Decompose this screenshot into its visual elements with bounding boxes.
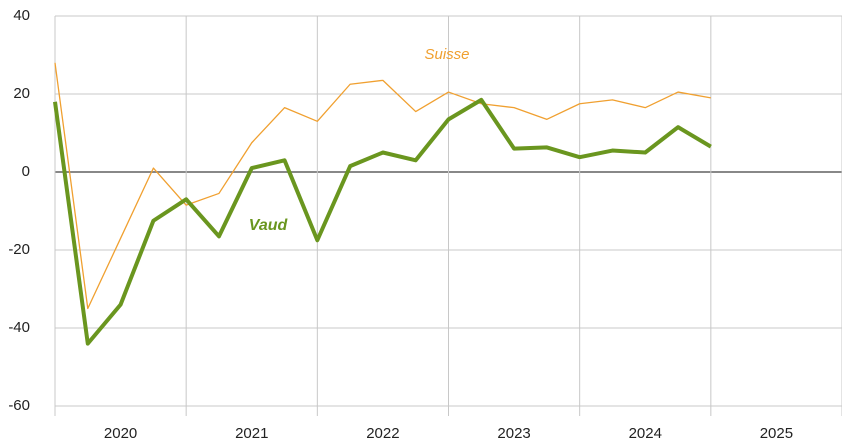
series-label: Vaud [249, 217, 289, 234]
y-tick-label: -20 [8, 241, 30, 258]
y-tick-label: -60 [8, 397, 30, 414]
x-tick-label: 2023 [497, 425, 530, 442]
y-tick-label: 40 [13, 7, 30, 24]
x-tick-label: 2022 [366, 425, 399, 442]
series-line [54, 62, 711, 310]
series-label: Suisse [424, 46, 469, 63]
x-tick-label: 2025 [760, 425, 793, 442]
y-tick-label: 0 [22, 163, 30, 180]
x-tick-label: 2024 [629, 425, 662, 442]
y-tick-label: 20 [13, 85, 30, 102]
series-line [53, 97, 712, 346]
x-tick-label: 2021 [235, 425, 268, 442]
x-tick-label: 2020 [104, 425, 137, 442]
y-tick-label: -40 [8, 319, 30, 336]
